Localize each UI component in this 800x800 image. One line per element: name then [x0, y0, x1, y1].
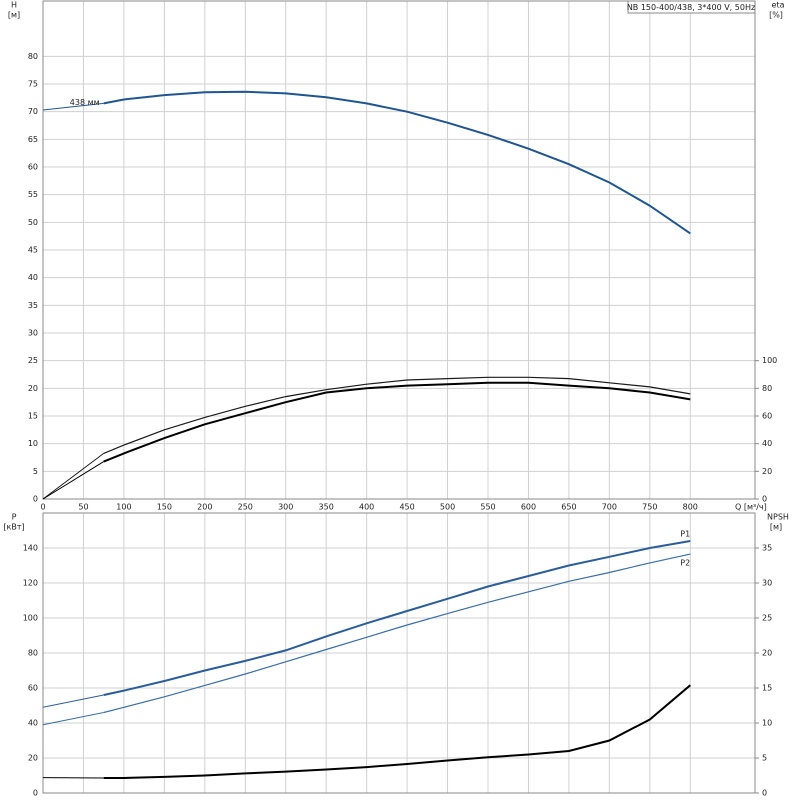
x-tick-label: 50	[78, 503, 88, 512]
y-tick-label: 40	[28, 719, 38, 728]
y-tick-label: 75	[28, 80, 38, 89]
y2-axis-label: NPSH	[767, 513, 789, 522]
y2-axis-label: eta	[772, 1, 785, 10]
x-tick-label: 450	[399, 503, 414, 512]
x-tick-label: 600	[521, 503, 536, 512]
y2-tick-label: 100	[762, 356, 777, 365]
x-tick-label: 500	[440, 503, 455, 512]
y-tick-label: 50	[28, 218, 38, 227]
y2-tick-label: 40	[762, 439, 772, 448]
y-tick-label: 45	[28, 246, 38, 255]
x-tick-label: 0	[40, 503, 45, 512]
y2-tick-label: 20	[762, 649, 772, 658]
x-tick-label: 100	[116, 503, 131, 512]
y2-tick-label: 0	[762, 495, 767, 504]
plot-border	[42, 512, 756, 794]
y-tick-label: 80	[28, 649, 38, 658]
x-tick-label: 200	[197, 503, 212, 512]
x-tick-label: 550	[480, 503, 495, 512]
curve	[103, 90, 691, 235]
y-axis-label: P	[12, 513, 17, 522]
y-tick-label: 70	[28, 107, 38, 116]
x-axis-label: Q [м³/ч]	[735, 503, 767, 512]
y-tick-label: 35	[28, 301, 38, 310]
y2-tick-label: 0	[762, 789, 767, 798]
x-tick-label: 400	[359, 503, 374, 512]
x-tick-label: 350	[319, 503, 334, 512]
y2-tick-label: 80	[762, 384, 772, 393]
x-tick-label: 150	[157, 503, 172, 512]
y-tick-label: 0	[33, 495, 38, 504]
curve-label: P1	[680, 530, 690, 539]
y-tick-label: 65	[28, 135, 38, 144]
y2-axis-unit: [%]	[769, 11, 783, 20]
x-tick-label: 250	[238, 503, 253, 512]
curve	[103, 540, 691, 696]
curve-start	[42, 102, 104, 111]
title-box	[627, 0, 756, 14]
y-tick-label: 25	[28, 356, 38, 365]
y-tick-label: 60	[28, 684, 38, 693]
y-tick-label: 140	[23, 544, 38, 553]
y-tick-label: 20	[28, 384, 38, 393]
y-tick-label: 100	[23, 614, 38, 623]
y2-tick-label: 20	[762, 467, 772, 476]
curve-label: P2	[680, 559, 690, 568]
y-tick-label: 60	[28, 163, 38, 172]
y-tick-label: 40	[28, 273, 38, 282]
y-axis-unit: [кВт]	[3, 523, 24, 532]
y2-axis-unit: [м]	[770, 523, 782, 532]
curve	[103, 553, 691, 714]
y-tick-label: 120	[23, 579, 38, 588]
y-tick-label: 0	[33, 789, 38, 798]
x-tick-label: 750	[642, 503, 657, 512]
curve	[103, 376, 691, 454]
plot-border	[42, 0, 756, 500]
y2-tick-label: 10	[762, 719, 772, 728]
y2-tick-label: 15	[762, 684, 772, 693]
curve-start	[42, 712, 104, 726]
y-tick-label: 30	[28, 329, 38, 338]
y-tick-label: 55	[28, 190, 38, 199]
curve	[103, 684, 691, 779]
curve-label: 438 мм	[70, 98, 100, 107]
y-axis-label: H	[11, 1, 17, 10]
y-tick-label: 20	[28, 754, 38, 763]
x-tick-label: 800	[683, 503, 698, 512]
y2-tick-label: 30	[762, 579, 772, 588]
curve-start	[42, 694, 104, 708]
y-tick-label: 80	[28, 52, 38, 61]
curve-start	[42, 453, 105, 500]
curve	[103, 381, 691, 463]
y-tick-label: 10	[28, 439, 38, 448]
x-tick-label: 650	[561, 503, 576, 512]
chart-title: NB 150-400/438, 3*400 V, 50Hz	[627, 3, 755, 12]
y-axis-unit: [м]	[8, 11, 20, 20]
y-tick-label: 15	[28, 412, 38, 421]
y-tick-label: 5	[33, 467, 38, 476]
y2-tick-label: 25	[762, 614, 772, 623]
x-tick-label: 700	[602, 503, 617, 512]
y2-tick-label: 5	[762, 754, 767, 763]
curve-start	[42, 461, 104, 500]
y2-tick-label: 60	[762, 412, 772, 421]
x-tick-label: 300	[278, 503, 293, 512]
y2-tick-label: 35	[762, 544, 772, 553]
